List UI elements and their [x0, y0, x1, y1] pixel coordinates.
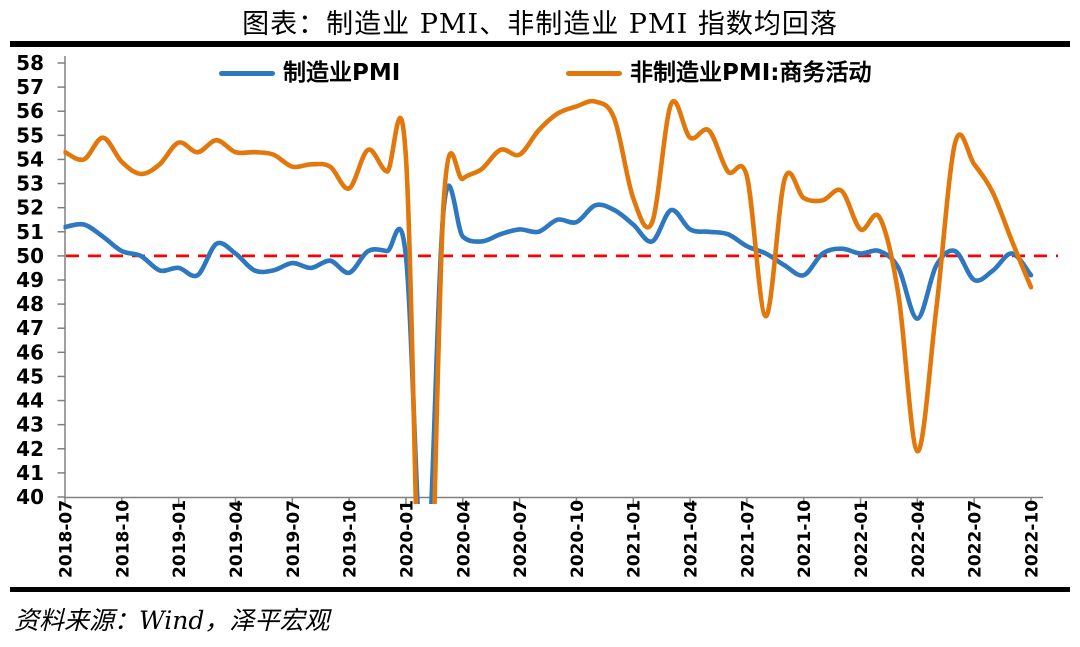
legend-label-non-manufacturing: 非制造业PMI:商务活动 — [630, 60, 872, 86]
x-tick-label: 2022-04 — [909, 500, 929, 578]
x-tick-label: 2021-01 — [625, 500, 645, 578]
legend-item-manufacturing: 制造业PMI — [219, 59, 400, 87]
y-tick-label: 54 — [16, 147, 44, 171]
x-tick-label: 2021-04 — [682, 500, 702, 578]
manufacturing-pmi-line — [63, 183, 1034, 504]
y-tick-label: 51 — [16, 220, 44, 244]
x-tick-label: 2019-01 — [170, 500, 190, 578]
y-tick-label: 58 — [16, 51, 44, 75]
x-tick-label: 2022-10 — [1023, 500, 1043, 578]
source-note: 资料来源：Wind，泽平宏观 — [14, 606, 330, 635]
y-tick-label: 57 — [16, 75, 44, 99]
x-tick-label: 2022-01 — [852, 500, 872, 578]
x-tick-label: 2022-07 — [966, 500, 986, 578]
y-tick-label: 55 — [16, 123, 44, 147]
y-tick-label: 42 — [16, 437, 44, 461]
y-tick-label: 56 — [16, 99, 44, 123]
x-tick-label: 2020-04 — [454, 500, 474, 578]
legend-label-manufacturing: 制造业PMI — [283, 60, 401, 86]
y-tick-label: 47 — [16, 316, 44, 340]
x-tick-label: 2019-04 — [227, 500, 247, 578]
y-tick-label: 43 — [16, 413, 44, 437]
non-manufacturing-pmi-line — [63, 98, 1034, 504]
y-tick-label: 52 — [16, 196, 44, 220]
x-tick-label: 2020-10 — [568, 500, 588, 578]
x-tick-label: 2021-10 — [795, 500, 815, 578]
y-tick-label: 45 — [16, 364, 44, 388]
y-tick-label: 49 — [16, 268, 44, 292]
x-tick-label: 2019-07 — [284, 500, 304, 578]
non-manufacturing-line-swatch — [566, 70, 622, 76]
y-tick-label: 48 — [16, 292, 44, 316]
x-tick-label: 2019-10 — [341, 500, 361, 578]
x-tick-label: 2021-07 — [738, 500, 758, 578]
top-border-rule — [10, 41, 1070, 47]
x-tick-label: 2018-07 — [57, 500, 77, 578]
manufacturing-line-swatch — [219, 70, 275, 76]
y-tick-label: 40 — [16, 485, 44, 509]
y-tick-label: 53 — [16, 172, 44, 196]
x-tick-label: 2020-01 — [397, 500, 417, 578]
y-tick-label: 44 — [16, 389, 44, 413]
y-tick-label: 50 — [16, 244, 44, 268]
page-title: 图表：制造业 PMI、非制造业 PMI 指数均回落 — [242, 9, 838, 40]
x-tick-label: 2018-10 — [113, 500, 133, 578]
y-tick-label: 41 — [16, 461, 44, 485]
bottom-border-rule — [10, 587, 1070, 592]
legend-item-non-manufacturing: 非制造业PMI:商务活动 — [566, 59, 872, 87]
y-tick-label: 46 — [16, 340, 44, 364]
x-tick-label: 2020-07 — [511, 500, 531, 578]
